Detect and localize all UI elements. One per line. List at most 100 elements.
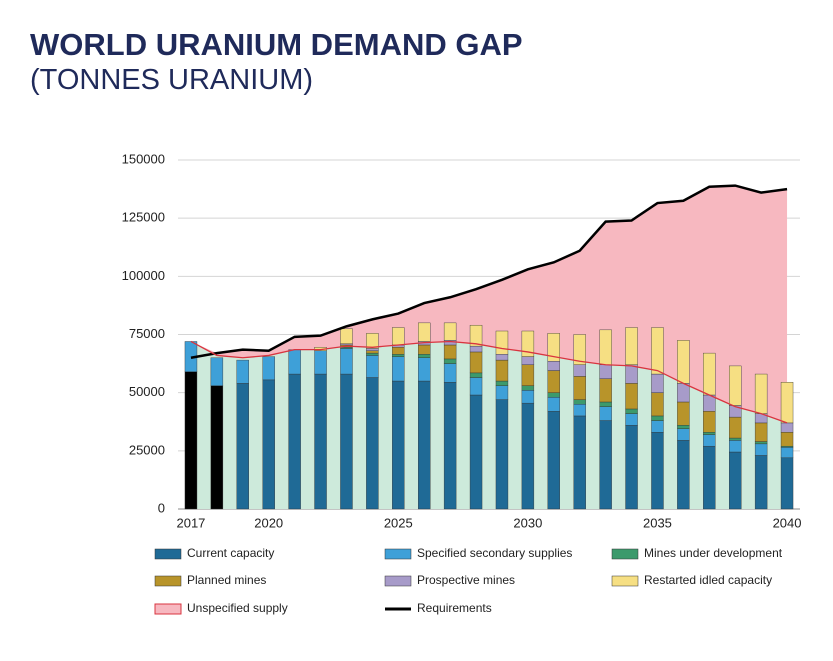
y-tick-label: 50000 xyxy=(129,384,165,399)
bar xyxy=(392,354,405,357)
bar xyxy=(780,381,794,424)
bar xyxy=(677,440,690,510)
bar xyxy=(262,356,275,381)
bar xyxy=(677,401,690,426)
y-tick-label: 100000 xyxy=(122,268,165,283)
bar xyxy=(521,402,535,510)
bar xyxy=(547,411,560,510)
y-tick-label: 125000 xyxy=(122,210,165,225)
legend-label: Planned mines xyxy=(187,573,266,587)
bar xyxy=(703,352,716,396)
legend-swatch xyxy=(154,603,182,615)
bar xyxy=(754,373,768,414)
bar xyxy=(599,401,612,407)
bar xyxy=(729,365,742,406)
bar xyxy=(418,354,431,358)
bar xyxy=(340,328,353,345)
bar xyxy=(625,413,638,426)
legend-swatch xyxy=(384,575,412,587)
supply-edge xyxy=(190,340,788,424)
bar xyxy=(677,428,690,441)
bar xyxy=(366,377,379,510)
bar xyxy=(495,330,509,355)
bar xyxy=(236,383,249,510)
legend-label: Specified secondary supplies xyxy=(417,546,572,560)
area xyxy=(190,341,788,509)
bar xyxy=(754,455,768,510)
bar xyxy=(210,357,224,386)
x-tick-label: 2017 xyxy=(176,515,205,530)
y-tick-label: 25000 xyxy=(129,442,165,457)
bar xyxy=(573,364,586,377)
bar xyxy=(573,415,586,510)
bar xyxy=(625,383,638,410)
bar xyxy=(651,327,664,375)
bar xyxy=(443,381,457,510)
bar xyxy=(314,350,327,375)
bar xyxy=(729,451,742,510)
bar xyxy=(547,361,560,371)
bar xyxy=(547,392,560,398)
bar xyxy=(418,344,431,355)
legend-label: Restarted idled capacity xyxy=(644,573,772,587)
bar xyxy=(288,349,301,375)
legend-label: Unspecified supply xyxy=(187,601,288,615)
bar xyxy=(495,385,509,400)
bar xyxy=(469,372,483,378)
bar xyxy=(469,394,483,510)
bar xyxy=(288,373,301,510)
bar xyxy=(703,445,716,510)
chart-title: WORLD URANIUM DEMAND GAP xyxy=(30,27,523,62)
bar xyxy=(599,406,612,421)
legend-label: Mines under development xyxy=(644,546,783,560)
bar xyxy=(521,390,535,404)
bar xyxy=(547,397,560,412)
bar xyxy=(366,348,379,351)
bar xyxy=(366,333,379,349)
x-tick-label: 2035 xyxy=(643,515,672,530)
bar xyxy=(573,376,586,400)
bar xyxy=(625,408,638,414)
bar xyxy=(599,420,612,510)
bar xyxy=(780,457,794,510)
bar xyxy=(651,392,664,417)
bar xyxy=(521,364,535,386)
bar xyxy=(599,364,612,379)
bar xyxy=(780,432,794,447)
bar xyxy=(210,385,224,510)
bar xyxy=(469,351,483,374)
bar xyxy=(677,340,690,384)
bar xyxy=(599,329,612,365)
bar xyxy=(729,437,742,441)
bar xyxy=(236,359,249,384)
bar xyxy=(651,432,664,510)
bar xyxy=(754,441,768,445)
y-tick-label: 0 xyxy=(158,500,165,515)
x-tick-label: 2020 xyxy=(254,515,283,530)
x-tick-label: 2030 xyxy=(513,515,542,530)
bar xyxy=(703,434,716,447)
bar xyxy=(754,443,768,456)
area xyxy=(190,185,788,423)
bar xyxy=(495,399,509,510)
bar xyxy=(780,422,794,433)
bar xyxy=(469,324,483,347)
bar xyxy=(392,347,405,355)
legend-swatch xyxy=(154,548,182,560)
bar xyxy=(521,385,535,391)
legend-swatch xyxy=(611,575,639,587)
bar xyxy=(573,404,586,417)
bar xyxy=(651,415,664,421)
bar xyxy=(625,364,638,384)
bar xyxy=(547,370,560,393)
bar xyxy=(340,373,353,510)
bar xyxy=(469,345,483,353)
bar xyxy=(443,358,457,364)
legend-label: Prospective mines xyxy=(417,573,515,587)
bar xyxy=(469,377,483,396)
legend-swatch xyxy=(611,548,639,560)
bar xyxy=(703,432,716,435)
legend-swatch xyxy=(154,575,182,587)
bar xyxy=(625,425,638,510)
